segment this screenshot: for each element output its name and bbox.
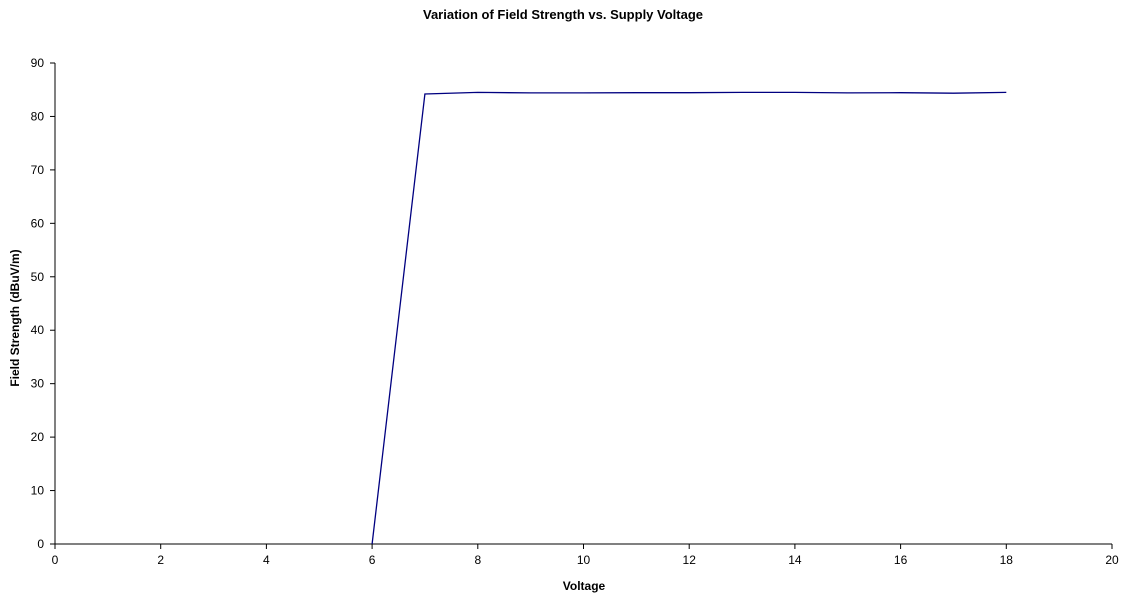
x-axis-ticks: 0 2 4 6 8 10 12 14 16 18 20 xyxy=(52,544,1119,567)
x-tick-label: 0 xyxy=(52,553,59,567)
y-tick-label: 10 xyxy=(31,484,45,498)
y-tick-label: 90 xyxy=(31,56,45,70)
x-tick-label: 14 xyxy=(788,553,802,567)
x-tick-label: 6 xyxy=(369,553,376,567)
y-tick-label: 20 xyxy=(31,430,45,444)
y-axis-ticks: 0 10 20 30 40 50 60 70 80 90 xyxy=(31,56,55,551)
x-tick-label: 4 xyxy=(263,553,270,567)
series-layer xyxy=(371,91,1007,545)
chart-title: Variation of Field Strength vs. Supply V… xyxy=(423,7,703,22)
y-tick-label: 80 xyxy=(31,109,45,123)
x-tick-label: 20 xyxy=(1105,553,1119,567)
series-line xyxy=(371,91,1007,545)
x-tick-label: 18 xyxy=(1000,553,1014,567)
y-tick-label: 70 xyxy=(31,163,45,177)
x-tick-label: 2 xyxy=(157,553,164,567)
x-tick-label: 12 xyxy=(683,553,697,567)
x-tick-label: 8 xyxy=(474,553,481,567)
x-axis-title: Voltage xyxy=(563,579,606,593)
y-tick-label: 30 xyxy=(31,377,45,391)
y-tick-label: 60 xyxy=(31,216,45,230)
y-axis-title: Field Strength (dBuV/m) xyxy=(8,249,22,386)
x-tick-label: 16 xyxy=(894,553,908,567)
y-tick-label: 0 xyxy=(37,537,44,551)
y-tick-label: 40 xyxy=(31,323,45,337)
y-tick-label: 50 xyxy=(31,270,45,284)
x-tick-label: 10 xyxy=(577,553,591,567)
